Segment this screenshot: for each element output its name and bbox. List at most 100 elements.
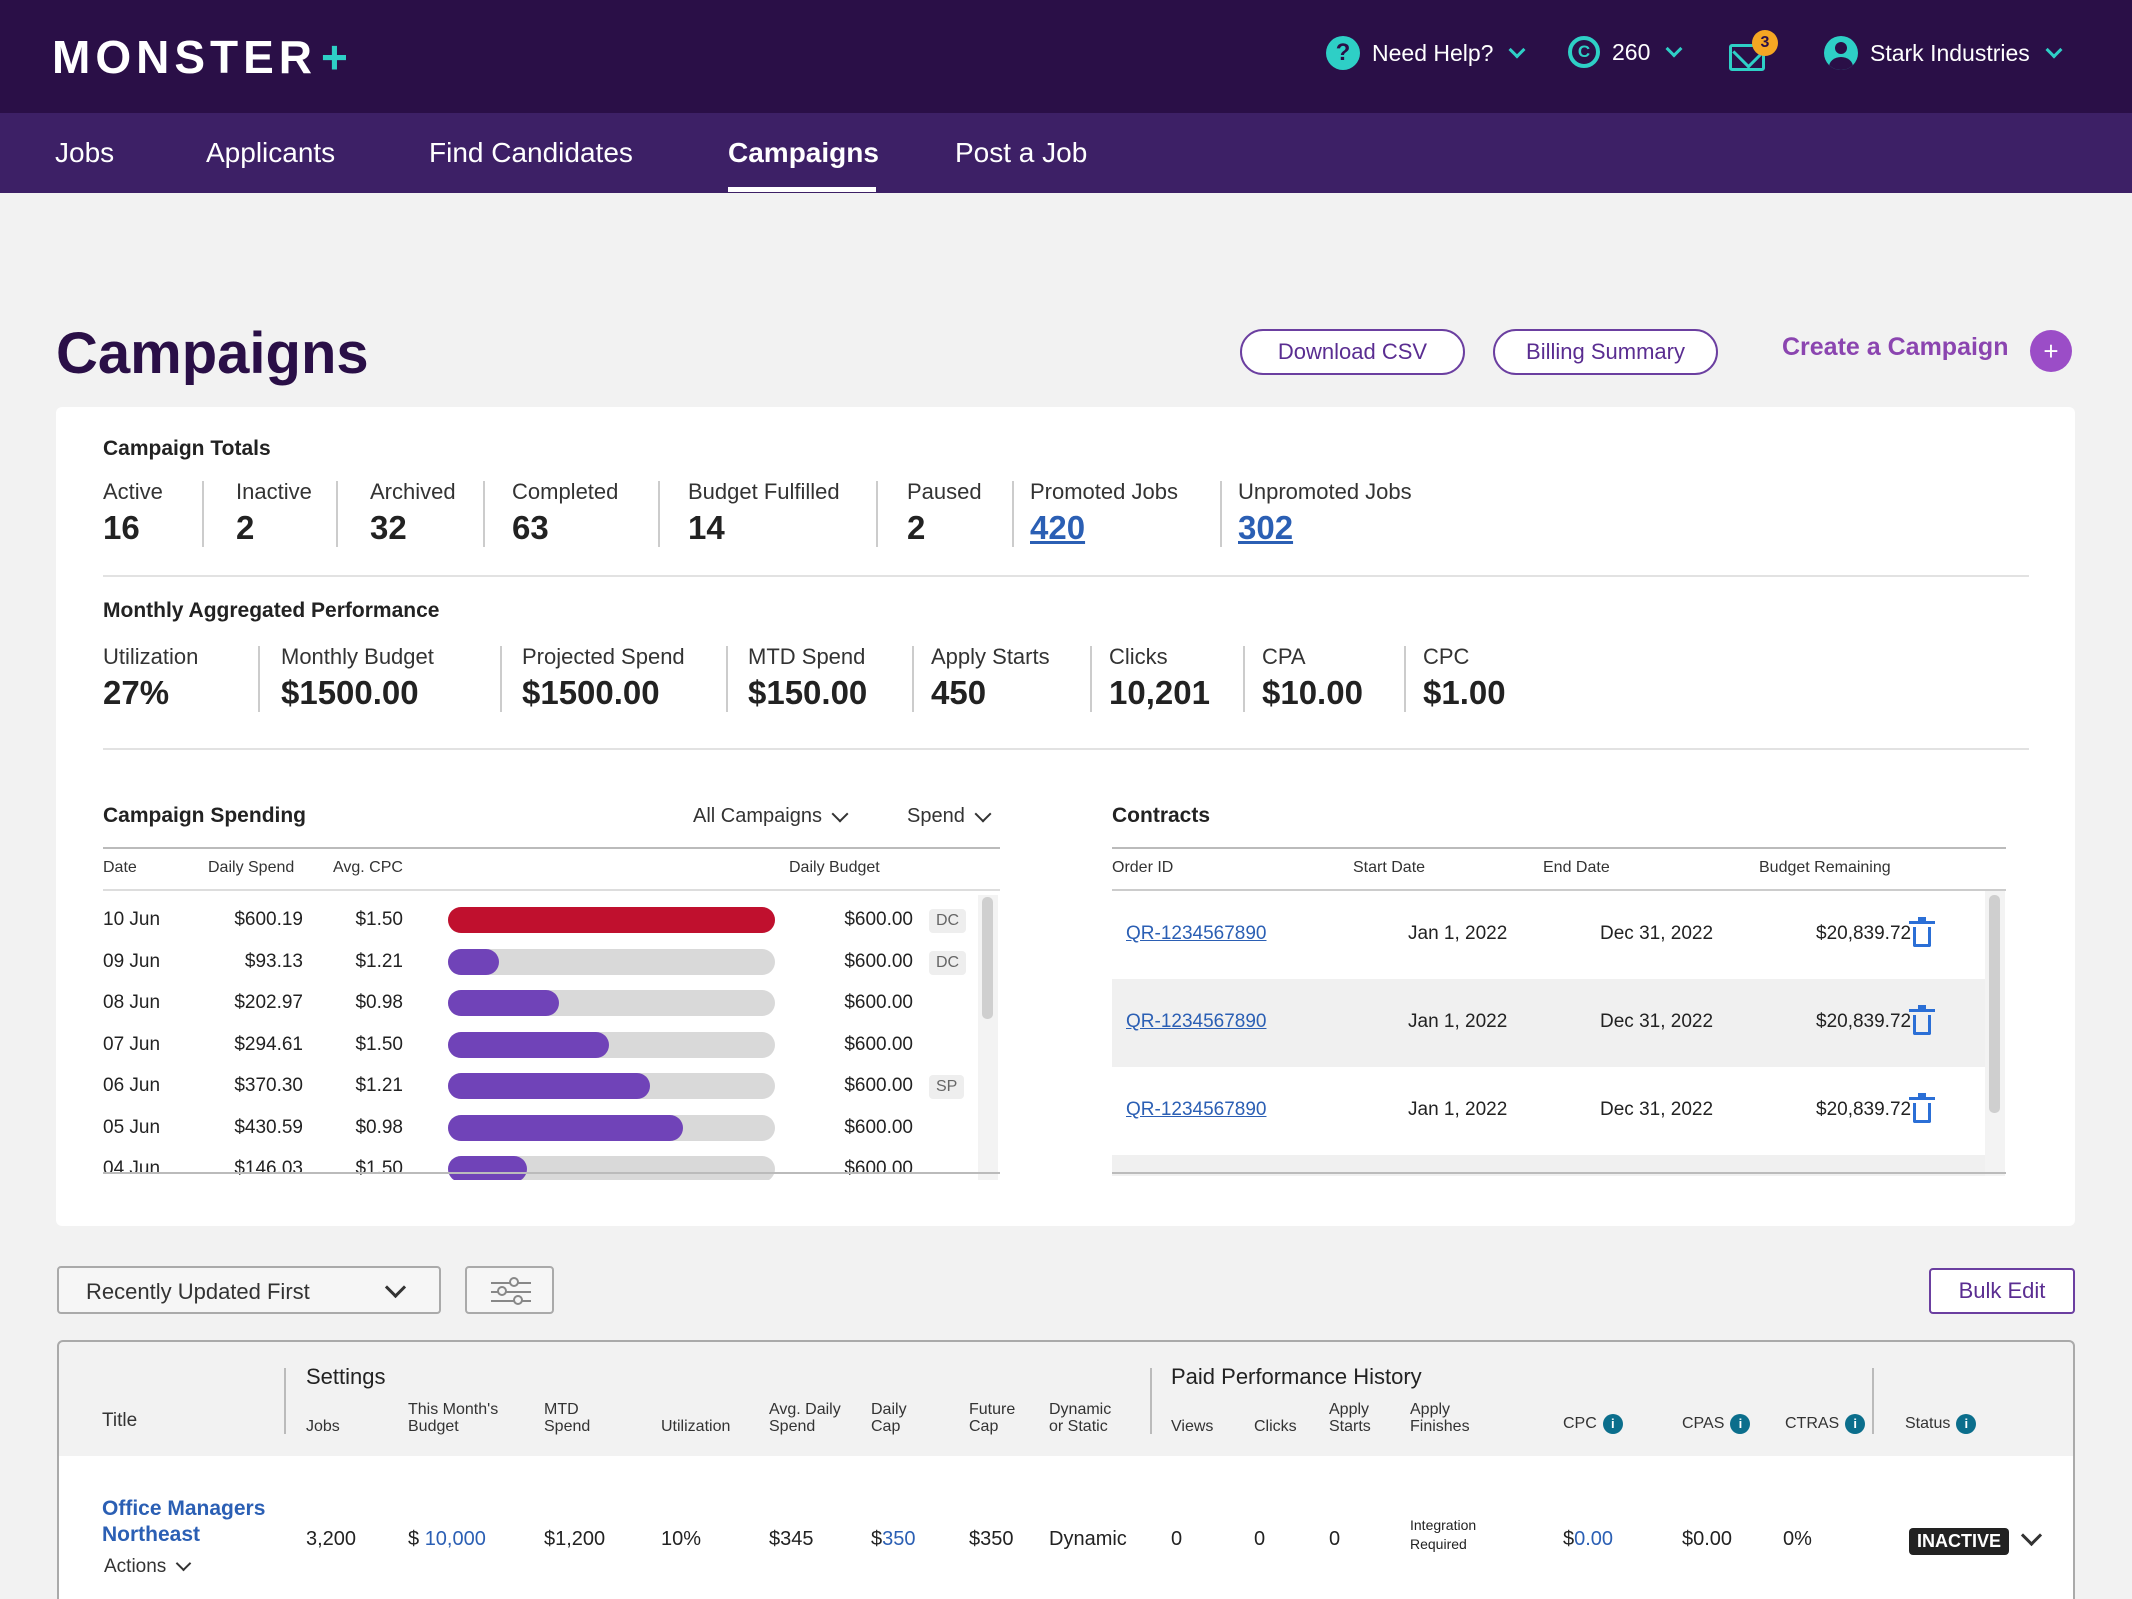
row-end-date: Dec 31, 2022	[1600, 1099, 1714, 1120]
row-date: 09 Jun	[103, 950, 161, 972]
divider	[1404, 646, 1406, 712]
stat-unpromoted-jobs: Unpromoted Jobs 302	[1238, 479, 1412, 546]
filter-settings-button[interactable]	[465, 1266, 554, 1314]
row-daily-spend: $93.13	[244, 950, 303, 972]
active-tab-indicator	[728, 187, 876, 192]
mail-badge: 3	[1752, 30, 1778, 56]
budget-link[interactable]: 10,000	[424, 1528, 486, 1550]
download-csv-button[interactable]: Download CSV	[1240, 329, 1465, 375]
spending-scroll-thumb[interactable]	[982, 897, 993, 1019]
stat-completed: Completed 63	[512, 479, 619, 546]
credits-menu[interactable]: C 260	[1568, 36, 1683, 68]
credits-count: 260	[1612, 38, 1651, 65]
unpromoted-jobs-link[interactable]: 302	[1238, 509, 1294, 546]
stat-clicks: Clicks 10,201	[1109, 644, 1210, 711]
info-icon[interactable]: i	[1845, 1414, 1866, 1434]
cell-future-cap: $350	[969, 1528, 1014, 1550]
cell-mtd-spend: $1,200	[544, 1528, 606, 1550]
info-icon[interactable]: i	[1730, 1414, 1751, 1434]
section-divider	[103, 748, 2029, 750]
spend-bar	[448, 948, 775, 975]
actions-menu[interactable]: Actions	[104, 1556, 192, 1578]
promoted-jobs-link[interactable]: 420	[1030, 509, 1086, 546]
nav-jobs[interactable]: Jobs	[55, 137, 115, 168]
need-help-menu[interactable]: ? Need Help?	[1326, 36, 1526, 70]
row-daily-budget: $600.00	[844, 1033, 913, 1055]
stat-mtd-spend: MTD Spend $150.00	[748, 644, 868, 711]
cell-cpas: $0.00	[1682, 1528, 1733, 1550]
row-daily-spend: $370.30	[234, 1075, 303, 1096]
row-end-date: Dec 31, 2022	[1600, 1011, 1714, 1032]
spend-bar	[448, 907, 775, 933]
metric-dropdown[interactable]: Spend	[907, 805, 992, 828]
order-id-link[interactable]: QR-1234567890	[1126, 923, 1267, 944]
mail-icon[interactable]	[1729, 44, 1765, 71]
contracts-title: Contracts	[1112, 804, 1211, 827]
nav-applicants[interactable]: Applicants	[206, 137, 336, 168]
group-settings: Settings	[306, 1364, 386, 1389]
monster-logo[interactable]: MONSTER+	[52, 30, 353, 84]
plus-icon[interactable]: +	[2030, 330, 2072, 372]
col-ctras: CTRAS i	[1785, 1414, 1866, 1434]
divider	[1012, 481, 1014, 547]
nav-campaigns[interactable]: Campaigns	[728, 137, 879, 168]
info-icon[interactable]: i	[1602, 1414, 1623, 1434]
info-icon[interactable]: i	[1956, 1414, 1977, 1434]
cell-budget: $ 10,000	[408, 1528, 486, 1550]
col-views: Views	[1171, 1418, 1214, 1435]
daily-cap-link[interactable]: 350	[882, 1528, 916, 1550]
logo-text: MONSTER	[52, 31, 317, 83]
billing-summary-button[interactable]: Billing Summary	[1493, 329, 1718, 375]
chevron-down-icon	[1508, 41, 1526, 59]
spend-bar-fill	[448, 907, 775, 933]
row-avg-cpc: $1.50	[355, 909, 403, 930]
row-budget-remaining: $20,839.72	[1816, 1099, 1912, 1120]
row-end-date: Dec 31, 2022	[1600, 923, 1714, 944]
col-daily-budget: Daily Budget	[789, 859, 880, 876]
divider	[1220, 481, 1222, 547]
divider	[103, 847, 1000, 849]
spend-bar	[448, 1073, 775, 1099]
section-divider	[103, 575, 2029, 577]
campaigns-table: Settings Paid Performance History Title …	[57, 1340, 2075, 1599]
col-future-cap: Future Cap	[969, 1401, 1016, 1435]
campaign-title-link[interactable]: Office Managers Northeast	[102, 1497, 266, 1546]
order-id-link[interactable]: QR-1234567890	[1126, 1099, 1267, 1120]
expand-row-chevron-icon[interactable]	[2020, 1524, 2043, 1547]
row-avg-cpc: $1.21	[355, 950, 403, 972]
divider	[1112, 847, 2006, 849]
user-icon	[1824, 36, 1858, 70]
divider	[876, 481, 878, 547]
col-utilization: Utilization	[661, 1418, 731, 1435]
row-daily-budget: $600.00	[844, 1075, 913, 1096]
trash-icon[interactable]	[1909, 917, 1935, 947]
campaign-spending-title: Campaign Spending	[103, 804, 307, 827]
divider	[202, 481, 204, 547]
stat-cpc: CPC $1.00	[1423, 644, 1506, 711]
create-campaign-link[interactable]: Create a Campaign	[1782, 333, 2009, 361]
col-status: Status i	[1905, 1414, 1977, 1434]
stat-apply-starts: Apply Starts 450	[931, 644, 1050, 711]
need-help-label: Need Help?	[1372, 39, 1494, 66]
sort-select[interactable]: Recently Updated First	[57, 1266, 441, 1314]
trash-icon[interactable]	[1909, 1093, 1935, 1123]
cpc-link[interactable]: 0.00	[1574, 1528, 1614, 1550]
row-daily-spend: $294.61	[234, 1033, 303, 1055]
nav-post-a-job[interactable]: Post a Job	[955, 137, 1088, 168]
row-start-date: Jan 1, 2022	[1408, 1011, 1508, 1032]
trash-icon[interactable]	[1909, 1005, 1935, 1035]
contracts-scroll-thumb[interactable]	[1989, 895, 2000, 1113]
all-campaigns-dropdown[interactable]: All Campaigns	[693, 805, 849, 828]
divider	[1112, 1172, 2006, 1174]
nav-find-candidates[interactable]: Find Candidates	[429, 137, 633, 168]
account-menu[interactable]: Stark Industries	[1824, 36, 2063, 70]
divider	[284, 1368, 286, 1434]
col-cpas: CPAS i	[1682, 1414, 1751, 1434]
stat-monthly-budget: Monthly Budget $1500.00	[281, 644, 434, 711]
account-name: Stark Industries	[1870, 39, 2030, 66]
col-start-date: Start Date	[1353, 859, 1426, 876]
logo-plus: +	[321, 31, 353, 83]
campaign-totals-title: Campaign Totals	[103, 437, 271, 460]
order-id-link[interactable]: QR-1234567890	[1126, 1011, 1267, 1032]
bulk-edit-button[interactable]: Bulk Edit	[1929, 1268, 2075, 1314]
